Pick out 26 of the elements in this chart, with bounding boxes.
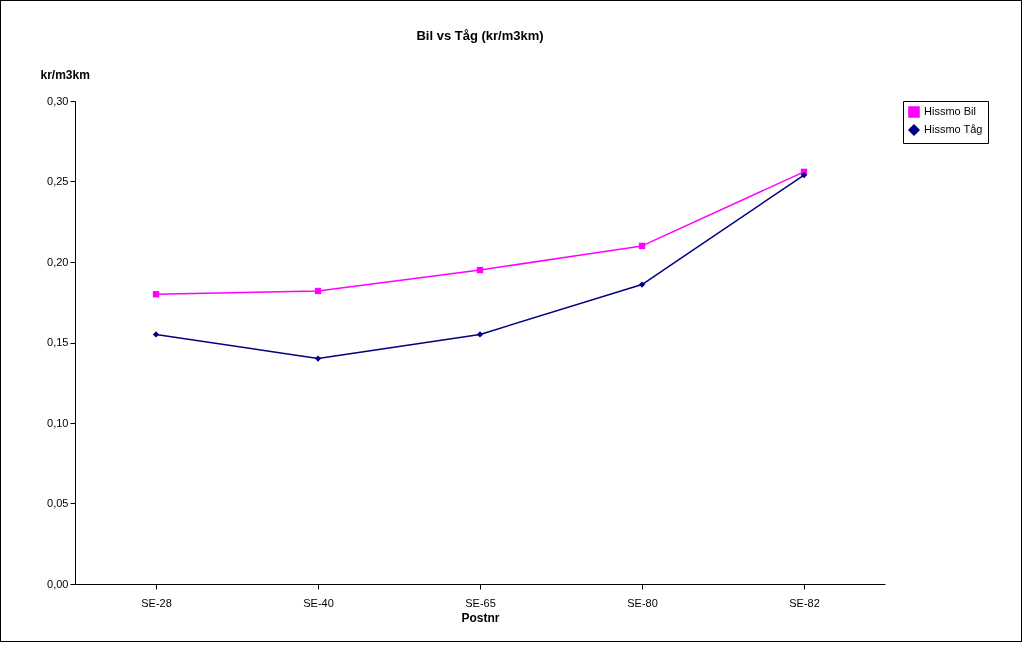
- y-tick-label: 0,10: [47, 416, 69, 429]
- x-tick-label: SE-82: [789, 596, 820, 609]
- legend-label: Hissmo Tåg: [924, 123, 983, 135]
- point: [476, 331, 484, 338]
- x-axis-title: Postnr: [461, 610, 500, 625]
- x-tick-label: SE-65: [465, 596, 496, 609]
- point: [152, 291, 160, 298]
- point: [638, 242, 646, 250]
- y-tick-label: 0,15: [47, 336, 69, 348]
- y-tick-label: 0,25: [47, 175, 69, 187]
- point: [800, 171, 808, 179]
- x-tick-label: SE-40: [303, 596, 334, 609]
- y-axis-title: kr/m3km: [40, 67, 90, 82]
- y-tick-label: 0,05: [47, 497, 69, 509]
- legend-label: Hissmo Bil: [924, 105, 976, 117]
- y-tick-label: 0,20: [47, 255, 69, 268]
- point: [638, 281, 646, 288]
- x-tick-label: SE-28: [141, 596, 172, 609]
- point: [152, 331, 160, 338]
- y-tick-label: 0,30: [47, 94, 69, 107]
- x-tick-label: SE-80: [627, 596, 658, 609]
- point: [314, 287, 322, 295]
- point: [314, 355, 322, 362]
- chart-title: Bil vs Tåg (kr/m3km): [416, 28, 544, 43]
- point: [476, 266, 484, 274]
- y-tick-label: 0,00: [47, 577, 69, 590]
